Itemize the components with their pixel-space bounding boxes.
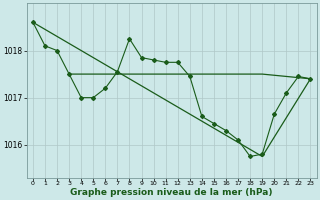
X-axis label: Graphe pression niveau de la mer (hPa): Graphe pression niveau de la mer (hPa) — [70, 188, 273, 197]
